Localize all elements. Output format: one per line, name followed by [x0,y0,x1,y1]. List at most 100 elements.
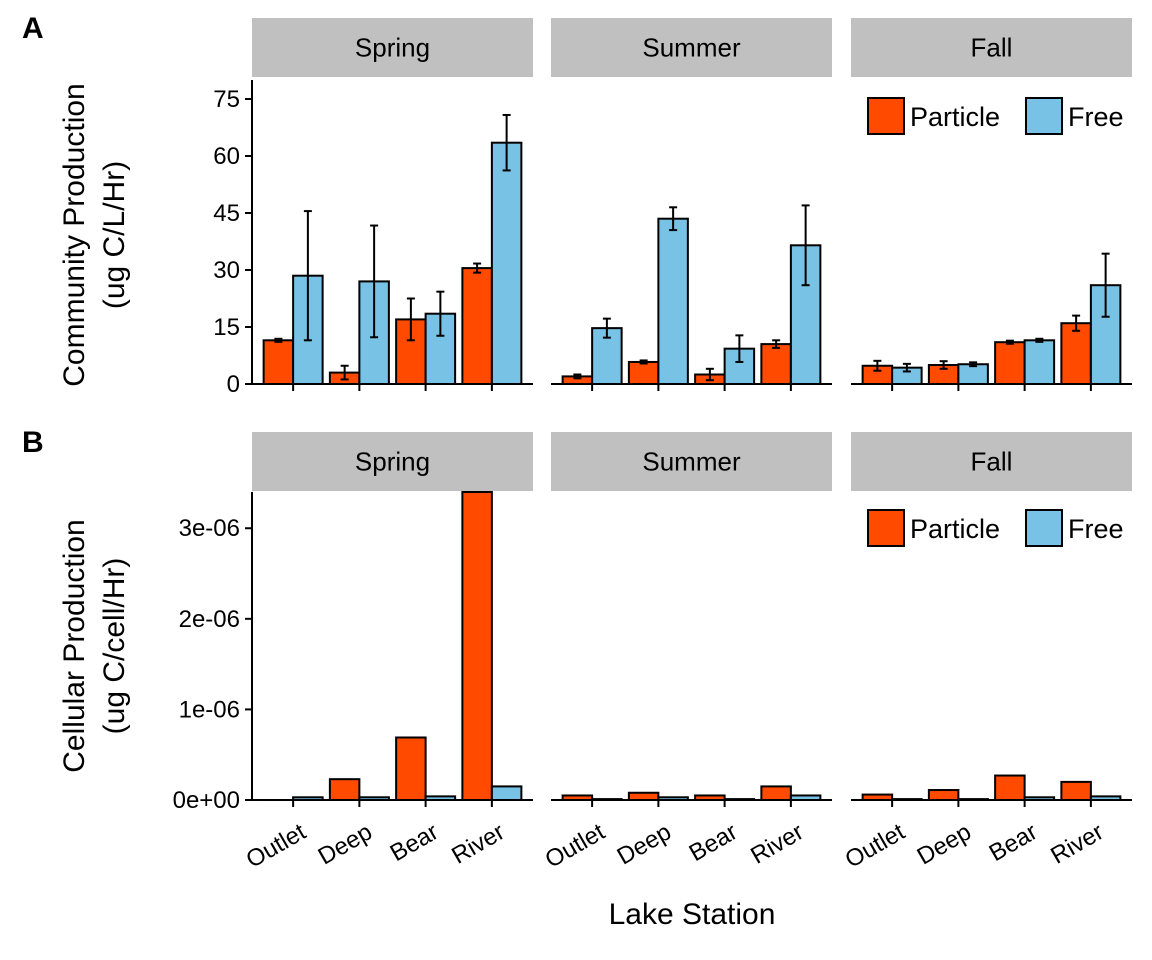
legend-label-free: Free [1068,102,1124,132]
bar-particle [1060,322,1092,386]
error-bar [705,367,714,382]
error-bar [1035,337,1044,343]
bar-particle [262,339,295,385]
error-bar [436,290,445,337]
legend-label-particle: Particle [910,102,1000,132]
y-tick-label: 2e-06 [179,606,240,633]
bar-particle [927,789,960,801]
bar-free [490,141,523,385]
bar-free [957,798,989,801]
panel-a: 0 15 30 45 60 75 Spring Summer Fall Particle Free [213,18,1132,398]
error-bar [969,361,978,368]
bar-free [891,798,923,801]
error-bar [1005,339,1014,345]
bar-particle [1060,780,1092,801]
error-bar [801,204,810,287]
legend: Particle Free [867,97,1124,135]
bar-free [789,794,822,801]
panel-letter-b: B [22,426,44,459]
y-axis-title-b: Cellular Production (ug C/cell/Hr) [58,519,131,772]
y-tick-label: 0 [227,371,240,398]
legend-swatch-particle [867,509,905,547]
error-bar [502,113,511,172]
facet-strip [851,18,1132,77]
bar-free [424,795,457,801]
x-tick-label: Outlet [242,818,311,874]
labels-layer: A B Community Production (ug C/L/Hr) Cel… [22,12,775,931]
error-bar [1072,314,1081,332]
panel-letter-a: A [22,12,44,45]
facet-strip-label: Fall [971,33,1013,63]
bar-particle [328,778,361,802]
error-bar [303,210,312,342]
x-tick-label: Deep [613,818,676,870]
bar-free [957,363,989,385]
x-tick-label: Bear [685,818,742,867]
error-bar [406,297,415,342]
error-bar [939,360,948,370]
facet-strip-label: Spring [355,447,430,477]
error-bar [873,359,882,372]
bar-free [490,785,523,801]
x-tick-label: River [447,818,509,869]
facet-spring: Spring [252,18,533,391]
bar-free [723,798,756,801]
legend-label-free: Free [1068,514,1124,544]
bar-particle [461,491,493,801]
facet-strip [551,18,832,77]
error-bar [274,337,283,343]
error-bar [669,206,678,232]
bar-particle [760,343,792,386]
error-bar [602,317,611,339]
bar-particle [994,341,1026,386]
bar-particle [627,360,660,385]
bar-free [591,798,623,801]
x-tick-label: Deep [314,818,377,870]
facet-strip-label: Summer [642,33,741,63]
facet-strip [252,18,533,77]
bar-particle [994,774,1026,802]
bar-free [657,217,689,385]
legend-swatch-particle [867,97,905,135]
facet-strip [551,432,832,491]
legend: Particle Free [867,509,1124,547]
x-tick-label: Bear [985,818,1042,867]
bar-free [657,796,689,801]
y-tick-label: 3e-06 [179,515,240,542]
error-bar [735,334,744,363]
facet-fall: Fall Particle Free [851,18,1132,391]
y-axis-title-a: Community Production (ug C/L/Hr) [58,83,131,386]
legend-label-particle: Particle [910,514,1000,544]
bar-particle [561,794,594,801]
facet-fall: Fall Outlet Deep Bear River Particle Free [841,432,1132,874]
facet-strip-label: Fall [971,447,1013,477]
x-tick-label: Bear [386,818,443,867]
y-tick-label: 45 [213,200,240,227]
bar-free [1089,284,1122,386]
bar-particle [461,267,493,386]
bar-particle [694,794,726,801]
x-tick-label: Outlet [841,818,910,874]
y-tick-label: 15 [213,314,240,341]
bar-free [1023,339,1056,385]
bar-particle [395,736,427,802]
error-bar [902,362,911,373]
y-tick-label: 0e+00 [173,787,240,814]
bar-particle [760,785,792,801]
y-tick-label: 75 [213,86,240,113]
error-bar [639,359,648,365]
bar-particle [627,791,660,801]
x-tick-label: River [746,818,808,869]
y-axis-title-b-line2: (ug C/cell/Hr) [98,558,131,735]
facet-spring: Spring Outlet Deep Bear River [242,432,533,874]
bar-free [292,796,324,801]
bar-particle [861,793,894,801]
x-tick-label: Outlet [541,818,610,874]
y-axis-title-a-line1: Community Production [58,83,91,386]
error-bar [573,373,582,380]
legend-swatch-free [1025,509,1063,547]
legend-swatch-free [1025,97,1063,135]
